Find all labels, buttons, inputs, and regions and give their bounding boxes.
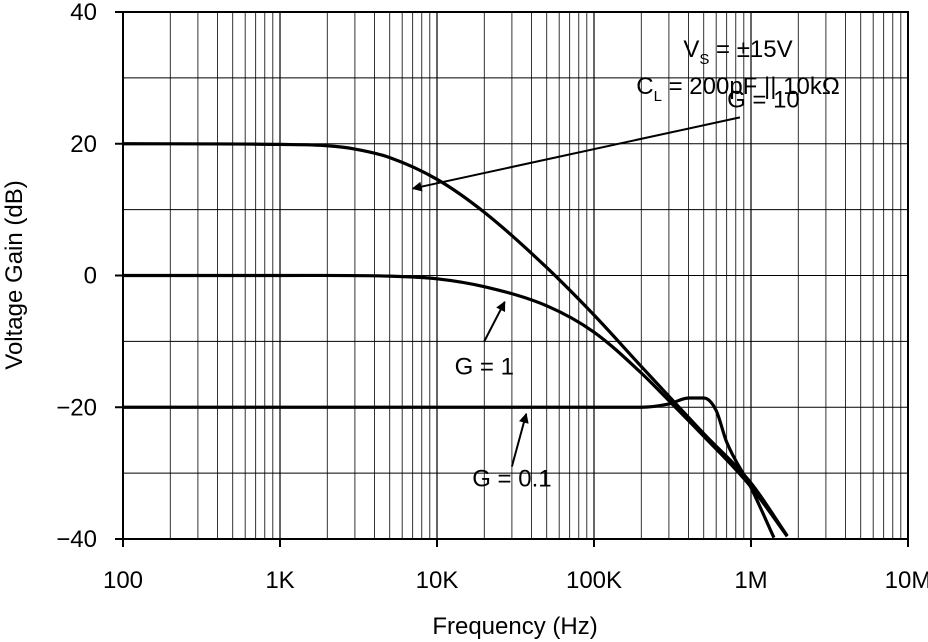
x-tick-label: 1K (265, 567, 294, 594)
y-tick-label: 20 (70, 131, 97, 158)
series-lines (122, 142, 789, 539)
cond2-suffix: = 200pF || 10kΩ (662, 73, 840, 100)
annotation-arrow-2 (483, 300, 506, 342)
cond2-sub: L (654, 88, 662, 105)
y-tick-label: −40 (56, 526, 97, 553)
x-axis-label: Frequency (Hz) (432, 613, 597, 640)
series-line-3 (123, 396, 776, 539)
x-tick-label: 100K (566, 567, 622, 594)
y-axis-ticks: 40 20 0 −20 −40 (56, 0, 123, 553)
series-line-1 (122, 142, 789, 537)
annotation-arrow-1 (411, 116, 741, 192)
x-tick-label: 10K (416, 567, 459, 594)
conditions-line-1: VS = ±15V (683, 36, 792, 68)
x-tick-label: 10M (885, 567, 928, 594)
conditions-line-2: CL = 200pF || 10kΩ (636, 73, 840, 105)
cond1-prefix: V (683, 36, 699, 63)
cond1-sub: S (699, 51, 709, 68)
y-tick-label: −20 (56, 394, 97, 421)
y-axis-label: Voltage Gain (dB) (1, 180, 28, 369)
cond1-suffix: = ±15V (709, 36, 792, 63)
series-line-2 (123, 273, 789, 538)
y-tick-label: 40 (70, 0, 97, 26)
annotations: G = 10 G = 1 G = 0.1 (411, 87, 800, 492)
annotation-label-2: G = 1 (455, 353, 514, 380)
annotation-arrow-3 (510, 412, 529, 467)
x-tick-label: 100 (103, 567, 143, 594)
x-tick-label: 1M (734, 567, 767, 594)
cond2-prefix: C (636, 73, 653, 100)
annotation-label-3: G = 0.1 (472, 465, 551, 492)
annotation-label-1: G = 10 (727, 87, 800, 114)
y-tick-label: 0 (84, 263, 97, 290)
x-axis-ticks: 100 1K 10K 100K 1M 10M (103, 539, 928, 594)
conditions-box: VS = ±15V CL = 200pF || 10kΩ (636, 36, 840, 105)
